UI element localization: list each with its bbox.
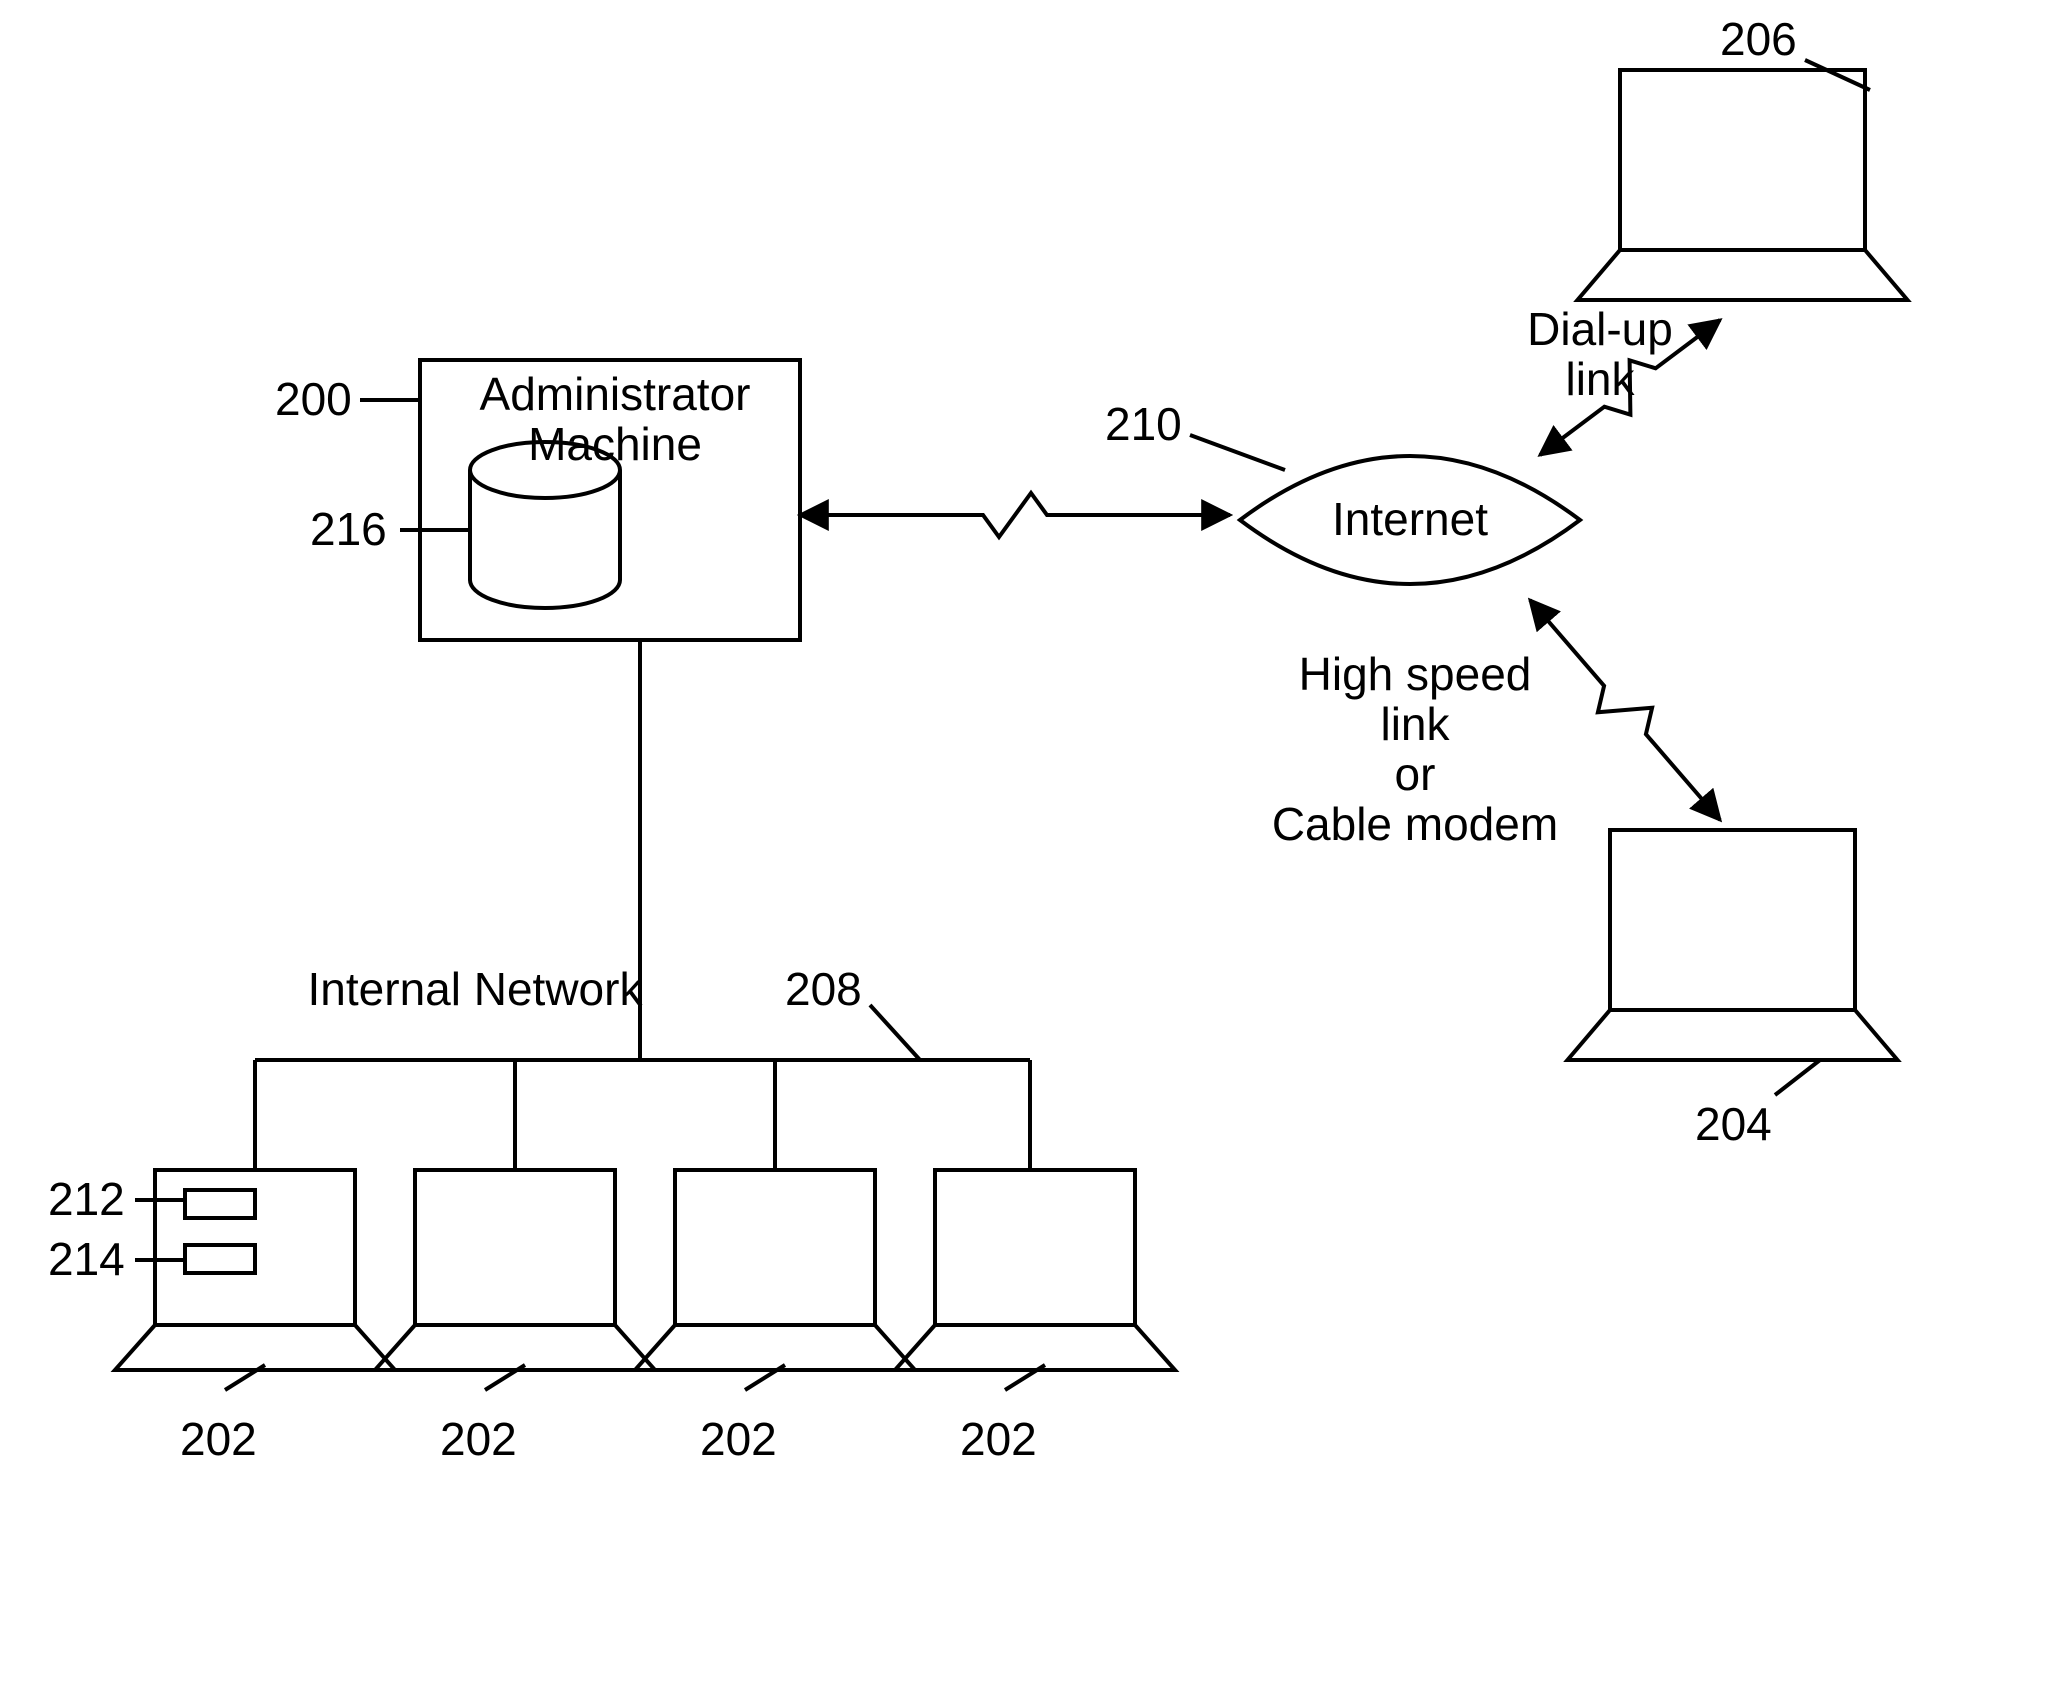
admin-label-1: Administrator (480, 368, 751, 420)
ref-202-b: 202 (440, 1413, 517, 1465)
dialup-label-1: Dial-up (1527, 303, 1673, 355)
dialup-label-2: link (1565, 353, 1635, 405)
ref-208: 208 (785, 963, 862, 1015)
internet-label: Internet (1332, 493, 1488, 545)
highspeed-label-2: link (1380, 698, 1450, 750)
ref-202-a: 202 (180, 1413, 257, 1465)
ref-204: 204 (1695, 1098, 1772, 1150)
ref-200: 200 (275, 373, 352, 425)
ref-214: 214 (48, 1233, 125, 1285)
ref-202-d: 202 (960, 1413, 1037, 1465)
highspeed-label-1: High speed (1299, 648, 1532, 700)
ref-210: 210 (1105, 398, 1182, 450)
ref-212: 212 (48, 1173, 125, 1225)
highspeed-label-3: or (1395, 748, 1436, 800)
ref-202-c: 202 (700, 1413, 777, 1465)
internal-network-label: Internal Network (308, 963, 644, 1015)
admin-label-2: Machine (528, 418, 702, 470)
highspeed-label-4: Cable modem (1272, 798, 1558, 850)
ref-206: 206 (1720, 13, 1797, 65)
ref-216: 216 (310, 503, 387, 555)
